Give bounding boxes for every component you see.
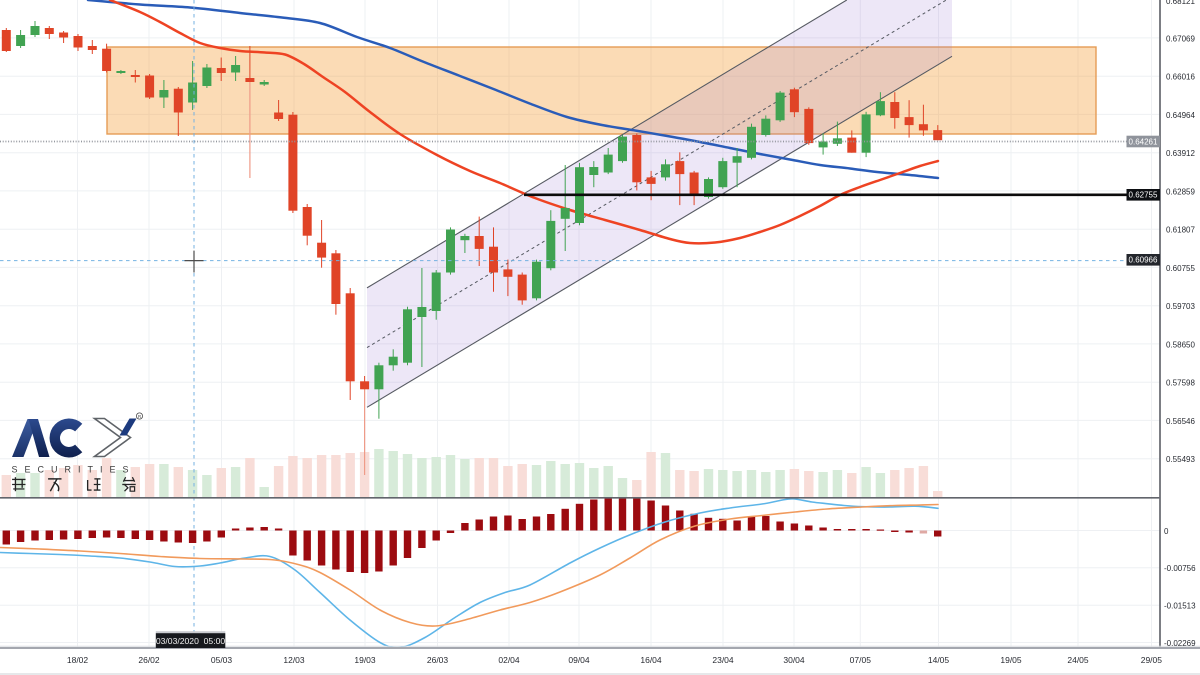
svg-text:0.60966: 0.60966	[1129, 256, 1158, 265]
svg-text:24/05: 24/05	[1067, 655, 1089, 665]
svg-text:26/03: 26/03	[427, 655, 449, 665]
svg-text:23/04: 23/04	[712, 655, 734, 665]
svg-text:0.63912: 0.63912	[1166, 149, 1195, 158]
svg-text:R: R	[138, 414, 142, 419]
svg-text:30/04: 30/04	[783, 655, 805, 665]
svg-text:07/05: 07/05	[850, 655, 872, 665]
svg-text:02/04: 02/04	[498, 655, 520, 665]
svg-text:05/03: 05/03	[211, 655, 233, 665]
svg-text:0.67069: 0.67069	[1166, 34, 1195, 43]
svg-text:0.55493: 0.55493	[1166, 455, 1195, 464]
svg-text:19/05: 19/05	[1000, 655, 1022, 665]
svg-text:0.61807: 0.61807	[1166, 226, 1195, 235]
svg-text:09/04: 09/04	[568, 655, 590, 665]
svg-text:0.56546: 0.56546	[1166, 417, 1195, 426]
svg-text:19/03: 19/03	[354, 655, 376, 665]
svg-text:18/02: 18/02	[67, 655, 89, 665]
svg-text:-0.00756: -0.00756	[1164, 564, 1196, 573]
svg-text:0.62859: 0.62859	[1166, 187, 1195, 196]
svg-text:SECURITIES: SECURITIES	[12, 465, 136, 475]
svg-text:26/02: 26/02	[138, 655, 160, 665]
svg-text:0.64261: 0.64261	[1129, 137, 1158, 146]
svg-text:12/03: 12/03	[283, 655, 305, 665]
svg-text:-0.02269: -0.02269	[1164, 639, 1196, 648]
svg-text:0.57598: 0.57598	[1166, 379, 1195, 388]
svg-text:0.60755: 0.60755	[1166, 264, 1195, 273]
svg-text:0: 0	[1164, 527, 1169, 536]
svg-text:16/04: 16/04	[640, 655, 662, 665]
svg-text:0.58650: 0.58650	[1166, 340, 1195, 349]
svg-text:0.68121: 0.68121	[1166, 0, 1195, 6]
svg-text:-0.01513: -0.01513	[1164, 602, 1196, 611]
svg-text:0.62755: 0.62755	[1129, 191, 1158, 200]
svg-text:0.66016: 0.66016	[1166, 73, 1195, 82]
svg-text:0.59703: 0.59703	[1166, 302, 1195, 311]
svg-text:29/05: 29/05	[1141, 655, 1163, 665]
svg-text:0.64964: 0.64964	[1166, 111, 1195, 120]
svg-text:14/05: 14/05	[928, 655, 950, 665]
svg-text:03/03/2020 05:00: 03/03/2020 05:00	[156, 636, 226, 646]
